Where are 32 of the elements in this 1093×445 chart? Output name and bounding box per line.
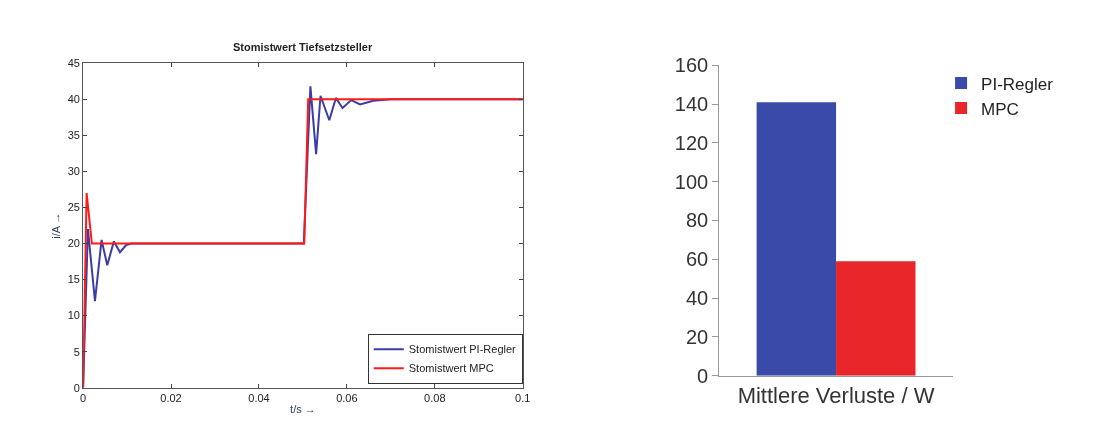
y-tick-label: 0 — [697, 364, 709, 387]
y-tick-label: 100 — [674, 170, 709, 193]
legend-label: Stomistwert PI-Regler — [408, 343, 517, 356]
y-tick-label: 40 — [67, 93, 80, 106]
x-tick-label: 0.02 — [160, 391, 182, 404]
legend-label: Stomistwert MPC — [408, 362, 494, 375]
x-tick-label: 0.08 — [424, 391, 446, 404]
x-tick-label: Mittlere Verluste / W — [737, 383, 935, 409]
chart-title: Stomistwert Tiefsetzsteller — [233, 41, 373, 53]
y-tick-label: 15 — [67, 273, 80, 286]
y-tick-label: 30 — [67, 165, 80, 178]
y-tick-label: 0 — [73, 381, 80, 394]
legend-label: PI-Regler — [981, 74, 1054, 94]
y-tick-label: 80 — [685, 209, 709, 232]
y-tick-label: 20 — [685, 325, 709, 348]
y-tick-label: 25 — [67, 201, 80, 214]
y-tick-label: 140 — [674, 93, 709, 116]
x-axis-title: t/s → — [290, 403, 316, 416]
y-tick-label: 45 — [67, 57, 80, 70]
y-tick-label: 40 — [685, 287, 709, 310]
x-tick-label: 0.1 — [515, 391, 531, 404]
x-tick-label: 0.04 — [248, 391, 270, 404]
x-tick-label: 0.06 — [336, 391, 358, 404]
legend-label: MPC — [981, 99, 1019, 119]
y-axis-title: i/A → — [50, 212, 63, 239]
y-tick-label: 160 — [674, 54, 709, 77]
y-tick-label: 35 — [67, 129, 80, 142]
y-tick-label: 5 — [73, 345, 80, 358]
y-tick-label: 60 — [685, 248, 709, 271]
y-tick-label: 10 — [67, 309, 80, 322]
y-tick-label: 20 — [67, 237, 80, 250]
y-tick-label: 120 — [674, 131, 709, 154]
